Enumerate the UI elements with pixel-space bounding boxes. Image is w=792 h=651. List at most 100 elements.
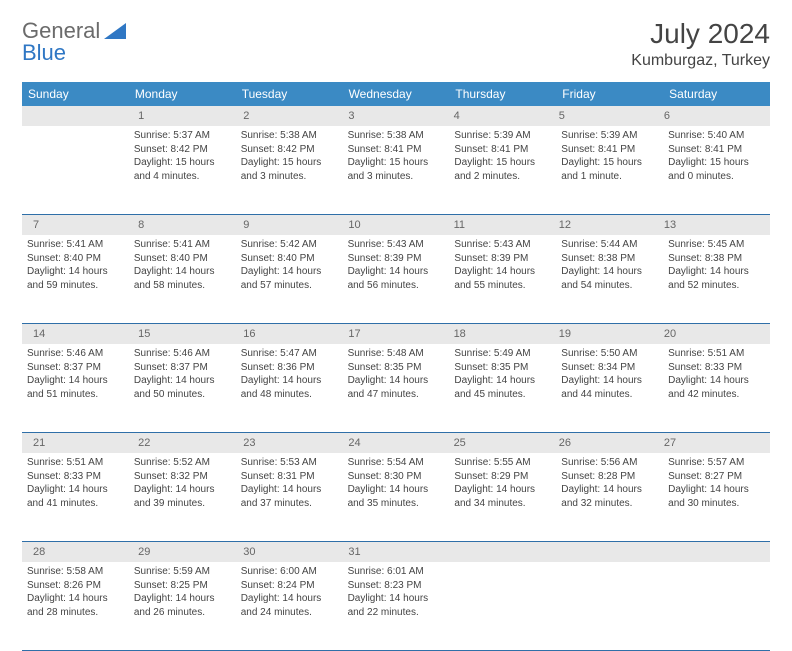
sunrise-line: Sunrise: 6:01 AM — [348, 565, 445, 579]
sunrise-line: Sunrise: 5:47 AM — [241, 347, 338, 361]
daylight-line: Daylight: 14 hours and 34 minutes. — [454, 483, 551, 510]
day-number-row: 28293031 — [22, 542, 770, 562]
sunset-line: Sunset: 8:26 PM — [27, 579, 124, 593]
day-number: 25 — [449, 435, 554, 451]
calendar-day: Sunrise: 5:45 AMSunset: 8:38 PMDaylight:… — [663, 235, 770, 323]
daylight-line: Daylight: 15 hours and 1 minute. — [561, 156, 658, 183]
page-location: Kumburgaz, Turkey — [631, 52, 770, 70]
weekday-header: Sunday — [22, 82, 129, 106]
calendar-week: Sunrise: 5:37 AMSunset: 8:42 PMDaylight:… — [22, 126, 770, 215]
day-number: 21 — [28, 435, 133, 451]
sunrise-line: Sunrise: 5:38 AM — [348, 129, 445, 143]
sunrise-line: Sunrise: 5:59 AM — [134, 565, 231, 579]
sunset-line: Sunset: 8:41 PM — [348, 143, 445, 157]
calendar-day: Sunrise: 5:48 AMSunset: 8:35 PMDaylight:… — [343, 344, 450, 432]
day-number: 31 — [343, 544, 448, 560]
calendar-day: Sunrise: 5:38 AMSunset: 8:41 PMDaylight:… — [343, 126, 450, 214]
weekday-header: Tuesday — [236, 82, 343, 106]
day-number: 1 — [133, 108, 238, 124]
daylight-line: Daylight: 14 hours and 37 minutes. — [241, 483, 338, 510]
calendar-day — [22, 126, 129, 214]
daylight-line: Daylight: 14 hours and 22 minutes. — [348, 592, 445, 619]
calendar-day: Sunrise: 5:41 AMSunset: 8:40 PMDaylight:… — [22, 235, 129, 323]
calendar-day: Sunrise: 5:41 AMSunset: 8:40 PMDaylight:… — [129, 235, 236, 323]
weekday-header: Friday — [556, 82, 663, 106]
day-number-row: 123456 — [22, 106, 770, 126]
day-number: 28 — [28, 544, 133, 560]
day-number: 11 — [449, 217, 554, 233]
day-number: 26 — [554, 435, 659, 451]
daylight-line: Daylight: 15 hours and 3 minutes. — [241, 156, 338, 183]
calendar-day: Sunrise: 5:51 AMSunset: 8:33 PMDaylight:… — [663, 344, 770, 432]
sunset-line: Sunset: 8:23 PM — [348, 579, 445, 593]
sunrise-line: Sunrise: 5:48 AM — [348, 347, 445, 361]
sunset-line: Sunset: 8:35 PM — [454, 361, 551, 375]
sunrise-line: Sunrise: 5:44 AM — [561, 238, 658, 252]
daylight-line: Daylight: 14 hours and 35 minutes. — [348, 483, 445, 510]
sunrise-line: Sunrise: 5:46 AM — [27, 347, 124, 361]
day-number — [554, 544, 659, 560]
day-number — [659, 544, 764, 560]
day-number: 9 — [238, 217, 343, 233]
sunset-line: Sunset: 8:27 PM — [668, 470, 765, 484]
day-number — [449, 544, 554, 560]
sunset-line: Sunset: 8:32 PM — [134, 470, 231, 484]
day-number: 7 — [28, 217, 133, 233]
page-header: General July 2024 Kumburgaz, Turkey — [22, 18, 770, 70]
sunset-line: Sunset: 8:30 PM — [348, 470, 445, 484]
sunrise-line: Sunrise: 5:50 AM — [561, 347, 658, 361]
sunset-line: Sunset: 8:39 PM — [454, 252, 551, 266]
day-number-row: 21222324252627 — [22, 433, 770, 453]
sunrise-line: Sunrise: 5:43 AM — [348, 238, 445, 252]
daylight-line: Daylight: 14 hours and 32 minutes. — [561, 483, 658, 510]
weekday-header: Thursday — [449, 82, 556, 106]
day-number: 4 — [449, 108, 554, 124]
sunrise-line: Sunrise: 5:38 AM — [241, 129, 338, 143]
page-title: July 2024 — [631, 18, 770, 50]
day-number: 30 — [238, 544, 343, 560]
calendar-day: Sunrise: 5:56 AMSunset: 8:28 PMDaylight:… — [556, 453, 663, 541]
calendar-day: Sunrise: 5:43 AMSunset: 8:39 PMDaylight:… — [343, 235, 450, 323]
daylight-line: Daylight: 15 hours and 2 minutes. — [454, 156, 551, 183]
weekday-header-row: SundayMondayTuesdayWednesdayThursdayFrid… — [22, 82, 770, 106]
sunrise-line: Sunrise: 5:49 AM — [454, 347, 551, 361]
sunset-line: Sunset: 8:31 PM — [241, 470, 338, 484]
day-number: 18 — [449, 326, 554, 342]
calendar-day: Sunrise: 5:39 AMSunset: 8:41 PMDaylight:… — [449, 126, 556, 214]
sunrise-line: Sunrise: 5:43 AM — [454, 238, 551, 252]
daylight-line: Daylight: 14 hours and 48 minutes. — [241, 374, 338, 401]
calendar-day: Sunrise: 5:49 AMSunset: 8:35 PMDaylight:… — [449, 344, 556, 432]
sunrise-line: Sunrise: 5:52 AM — [134, 456, 231, 470]
sunset-line: Sunset: 8:35 PM — [348, 361, 445, 375]
sunset-line: Sunset: 8:29 PM — [454, 470, 551, 484]
sunrise-line: Sunrise: 5:58 AM — [27, 565, 124, 579]
sunrise-line: Sunrise: 5:42 AM — [241, 238, 338, 252]
day-number: 5 — [554, 108, 659, 124]
daylight-line: Daylight: 14 hours and 52 minutes. — [668, 265, 765, 292]
day-number: 3 — [343, 108, 448, 124]
sunrise-line: Sunrise: 5:41 AM — [134, 238, 231, 252]
day-number: 14 — [28, 326, 133, 342]
daylight-line: Daylight: 14 hours and 56 minutes. — [348, 265, 445, 292]
sunrise-line: Sunrise: 5:51 AM — [668, 347, 765, 361]
day-number: 20 — [659, 326, 764, 342]
sunrise-line: Sunrise: 5:56 AM — [561, 456, 658, 470]
sunrise-line: Sunrise: 5:41 AM — [27, 238, 124, 252]
daylight-line: Daylight: 14 hours and 59 minutes. — [27, 265, 124, 292]
day-number: 2 — [238, 108, 343, 124]
calendar-day: Sunrise: 5:50 AMSunset: 8:34 PMDaylight:… — [556, 344, 663, 432]
calendar-week: Sunrise: 5:46 AMSunset: 8:37 PMDaylight:… — [22, 344, 770, 433]
calendar-day: Sunrise: 5:57 AMSunset: 8:27 PMDaylight:… — [663, 453, 770, 541]
sunset-line: Sunset: 8:25 PM — [134, 579, 231, 593]
sunset-line: Sunset: 8:38 PM — [668, 252, 765, 266]
sunset-line: Sunset: 8:28 PM — [561, 470, 658, 484]
day-number: 23 — [238, 435, 343, 451]
calendar-day: Sunrise: 5:55 AMSunset: 8:29 PMDaylight:… — [449, 453, 556, 541]
day-number: 19 — [554, 326, 659, 342]
sunrise-line: Sunrise: 5:51 AM — [27, 456, 124, 470]
day-number: 10 — [343, 217, 448, 233]
daylight-line: Daylight: 14 hours and 44 minutes. — [561, 374, 658, 401]
calendar-day: Sunrise: 5:46 AMSunset: 8:37 PMDaylight:… — [22, 344, 129, 432]
day-number-row: 14151617181920 — [22, 324, 770, 344]
daylight-line: Daylight: 14 hours and 41 minutes. — [27, 483, 124, 510]
